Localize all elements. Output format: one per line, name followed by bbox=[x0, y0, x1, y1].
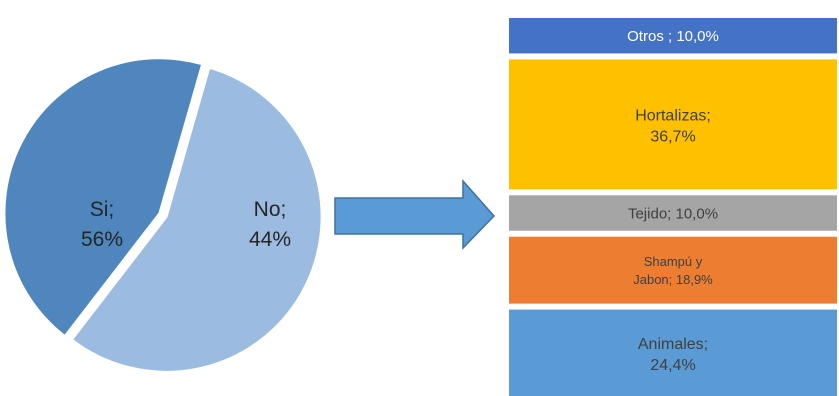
pie-value-no: 44% bbox=[249, 228, 291, 251]
segment-2 bbox=[509, 195, 837, 231]
segment-label-0: Otros ; 10,0% bbox=[627, 28, 719, 45]
segment-label-3: Shampú y bbox=[644, 254, 703, 269]
segment-label-1: Hortalizas; bbox=[635, 107, 711, 124]
pie-label-si: Si; bbox=[90, 198, 115, 221]
pie-chart: No; 44% Si; 56% bbox=[3, 57, 323, 373]
segment-label-4: Animales; bbox=[638, 336, 708, 353]
pie-slice-no bbox=[3, 57, 204, 338]
segment-4 bbox=[509, 309, 837, 396]
right-arrow-icon bbox=[334, 179, 496, 250]
segment-0 bbox=[509, 18, 837, 54]
segment-3 bbox=[509, 236, 837, 304]
arrow-shape bbox=[334, 179, 496, 250]
stacked-bar-chart: Otros ; 10,0% Hortalizas; 36,7% Tejido; 10,… bbox=[509, 18, 837, 396]
segment-label-2: Tejido; 10,0% bbox=[628, 205, 718, 222]
pie-value-si: 56% bbox=[81, 228, 123, 251]
pie-slice-si bbox=[70, 66, 323, 373]
pie-label-no: No; bbox=[254, 198, 287, 221]
segment-value-3: Jabon; 18,9% bbox=[633, 272, 713, 287]
segment-value-4: 24,4% bbox=[650, 357, 695, 374]
segment-1 bbox=[509, 59, 837, 190]
segment-value-1: 36,7% bbox=[650, 128, 695, 145]
